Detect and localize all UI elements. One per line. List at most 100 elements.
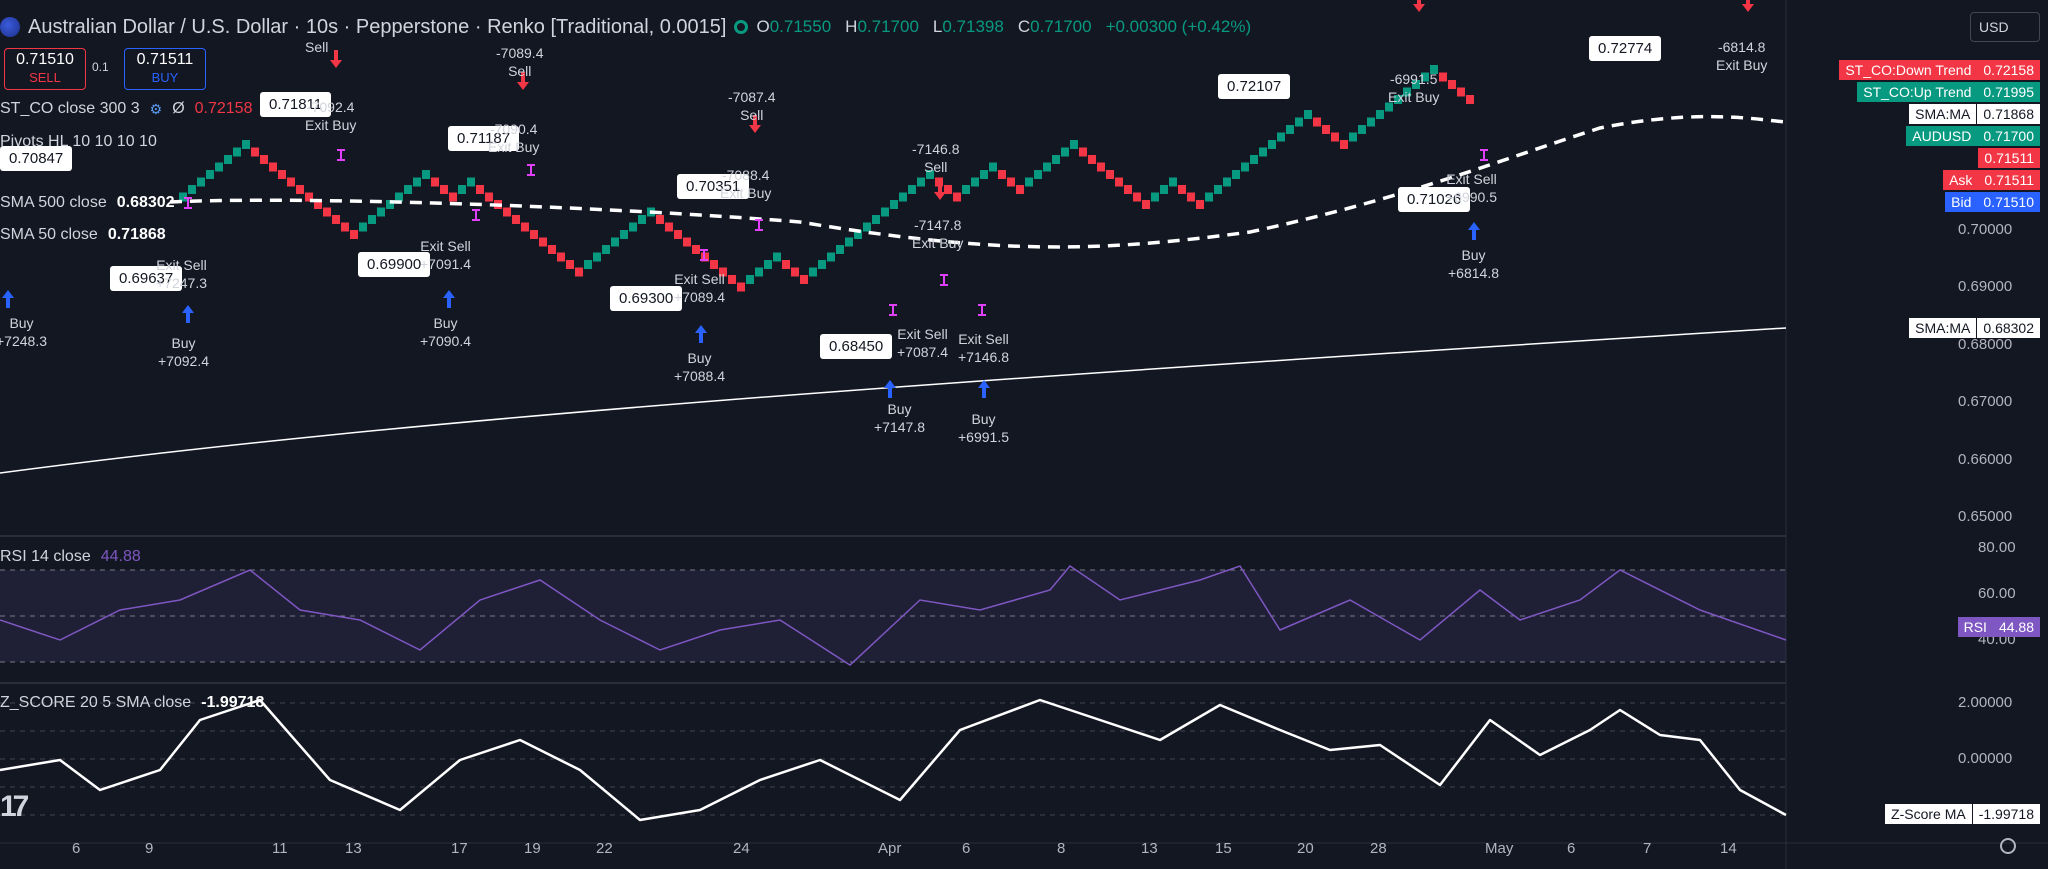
renko-brick bbox=[1142, 200, 1150, 209]
legend-zscore[interactable]: Z_SCORE 20 5 SMA close -1.99718 bbox=[0, 694, 264, 712]
price-box: 0.71026 bbox=[1398, 187, 1471, 212]
renko-brick bbox=[314, 200, 322, 209]
renko-brick bbox=[710, 260, 718, 269]
price-axis-label: 0.70000 bbox=[1958, 221, 2013, 238]
legend-pivots[interactable]: Pivots HL 10 10 10 10 bbox=[0, 133, 157, 151]
gear-icon[interactable] bbox=[2000, 838, 2016, 854]
legend-st-co[interactable]: ST_CO close 300 3 ⚙ Ø 0.72158 bbox=[0, 100, 252, 118]
legend-sma50-value: 0.71868 bbox=[107, 226, 166, 243]
trade-label: -7147.8 Exit Buy bbox=[912, 216, 963, 252]
exit-marker bbox=[889, 304, 897, 316]
renko-brick bbox=[1205, 192, 1213, 202]
renko-brick bbox=[1322, 125, 1330, 134]
renko-brick bbox=[683, 237, 691, 247]
legend-zscore-value: -1.99718 bbox=[201, 694, 265, 711]
zscore-tag-value: -1.99718 bbox=[1972, 804, 2040, 824]
renko-brick bbox=[422, 170, 430, 179]
ohlc-open-key: O bbox=[756, 17, 770, 36]
legend-sma500[interactable]: SMA 500 close 0.68302 bbox=[0, 194, 175, 212]
trade-label-line: Exit Sell bbox=[958, 331, 1009, 347]
renko-brick bbox=[926, 170, 934, 179]
renko-brick bbox=[953, 192, 961, 202]
renko-brick bbox=[1358, 125, 1366, 134]
sell-arrow bbox=[517, 72, 529, 90]
buy-arrow bbox=[695, 325, 707, 343]
buy-button[interactable]: 0.71511 BUY bbox=[124, 48, 206, 90]
trade-label: Exit Sell +7247.3 bbox=[156, 256, 207, 292]
trade-label-line: Exit Sell bbox=[420, 238, 471, 254]
renko-brick bbox=[764, 260, 772, 269]
buy-label: BUY bbox=[151, 70, 179, 85]
price-box: 0.69300 bbox=[610, 286, 683, 311]
price-tag-value: 0.71700 bbox=[1977, 126, 2040, 146]
currency-selector[interactable]: USD bbox=[1970, 12, 2040, 42]
legend-sma50[interactable]: SMA 50 close 0.71868 bbox=[0, 226, 166, 244]
price-box: 0.70847 bbox=[0, 146, 73, 171]
renko-brick bbox=[971, 177, 979, 187]
time-axis-label: 15 bbox=[1215, 840, 1232, 857]
renko-brick bbox=[1277, 132, 1285, 142]
legend-rsi-value: 44.88 bbox=[100, 548, 141, 565]
trade-label-line: Buy bbox=[687, 350, 712, 366]
renko-brick bbox=[1169, 177, 1177, 187]
time-axis-label: 19 bbox=[524, 840, 541, 857]
rsi-axis-label: 60.00 bbox=[1978, 585, 2016, 602]
renko-brick bbox=[323, 207, 331, 217]
renko-brick bbox=[1376, 110, 1384, 119]
tradingview-logo[interactable]: 17 bbox=[0, 790, 29, 823]
renko-brick bbox=[1088, 155, 1096, 164]
renko-brick bbox=[566, 260, 574, 269]
trade-label-line: +7088.4 bbox=[674, 368, 725, 384]
sell-arrow bbox=[749, 115, 761, 133]
time-axis-label: 6 bbox=[962, 840, 971, 857]
trade-label: -6991.5 Exit Buy bbox=[1388, 70, 1439, 106]
renko-brick bbox=[1025, 177, 1033, 187]
price-tag-value: 0.71868 bbox=[1977, 104, 2040, 124]
renko-brick bbox=[1466, 95, 1474, 104]
price-tag-value: 0.71995 bbox=[1977, 82, 2040, 102]
sma500-line bbox=[0, 327, 1787, 474]
renko-brick bbox=[1430, 65, 1438, 74]
renko-brick bbox=[1439, 72, 1447, 82]
price-tag: 0.71511 bbox=[1978, 148, 2040, 168]
renko-brick bbox=[1160, 185, 1168, 194]
symbol-title[interactable]: Australian Dollar / U.S. Dollar · 10s · … bbox=[28, 15, 727, 38]
renko-brick bbox=[1286, 125, 1294, 134]
renko-brick bbox=[341, 222, 349, 232]
renko-brick bbox=[1214, 185, 1222, 194]
ohlc-change: +0.00300 (+0.42%) bbox=[1105, 17, 1252, 36]
renko-brick bbox=[1241, 162, 1249, 172]
price-tag-title: ST_CO:Down Trend bbox=[1839, 60, 1978, 80]
price-tag: Bid 0.71510 bbox=[1945, 192, 2040, 212]
renko-brick bbox=[359, 222, 367, 232]
trade-label-line: -6814.8 bbox=[1717, 39, 1766, 55]
trade-label-line: -7088.4 bbox=[721, 167, 770, 183]
renko-brick bbox=[449, 192, 457, 202]
exit-marker bbox=[472, 209, 480, 221]
trade-label-line: +7147.8 bbox=[874, 419, 925, 435]
price-box: 0.72107 bbox=[1218, 74, 1291, 99]
renko-brick bbox=[476, 185, 484, 194]
sell-button[interactable]: 0.71510 SELL bbox=[4, 48, 86, 90]
ohlc-high-value: 0.71700 bbox=[857, 17, 919, 36]
legend-rsi-label: RSI 14 close bbox=[0, 548, 91, 565]
renko-brick bbox=[737, 282, 745, 292]
trade-label-line: Exit Buy bbox=[488, 139, 540, 155]
price-axis-label: 0.65000 bbox=[1958, 508, 2013, 525]
renko-brick bbox=[1016, 185, 1024, 194]
sell-arrow bbox=[1742, 0, 1754, 12]
legend-rsi[interactable]: RSI 14 close 44.88 bbox=[0, 548, 141, 566]
renko-brick bbox=[1097, 162, 1105, 172]
renko-brick bbox=[827, 252, 835, 262]
renko-brick bbox=[836, 245, 844, 254]
time-axis-label: 24 bbox=[733, 840, 750, 857]
renko-brick bbox=[1187, 192, 1195, 202]
ohlc-low-key: L bbox=[932, 17, 943, 36]
time-axis-label: 17 bbox=[451, 840, 468, 857]
trade-label: Buy +6991.5 bbox=[958, 410, 1009, 446]
exit-marker bbox=[1480, 149, 1488, 161]
settings-icon[interactable]: ⚙ bbox=[149, 100, 163, 117]
trade-label-line: -7089.4 bbox=[496, 45, 544, 61]
price-tag-title: AUDUSD bbox=[1906, 126, 1978, 146]
